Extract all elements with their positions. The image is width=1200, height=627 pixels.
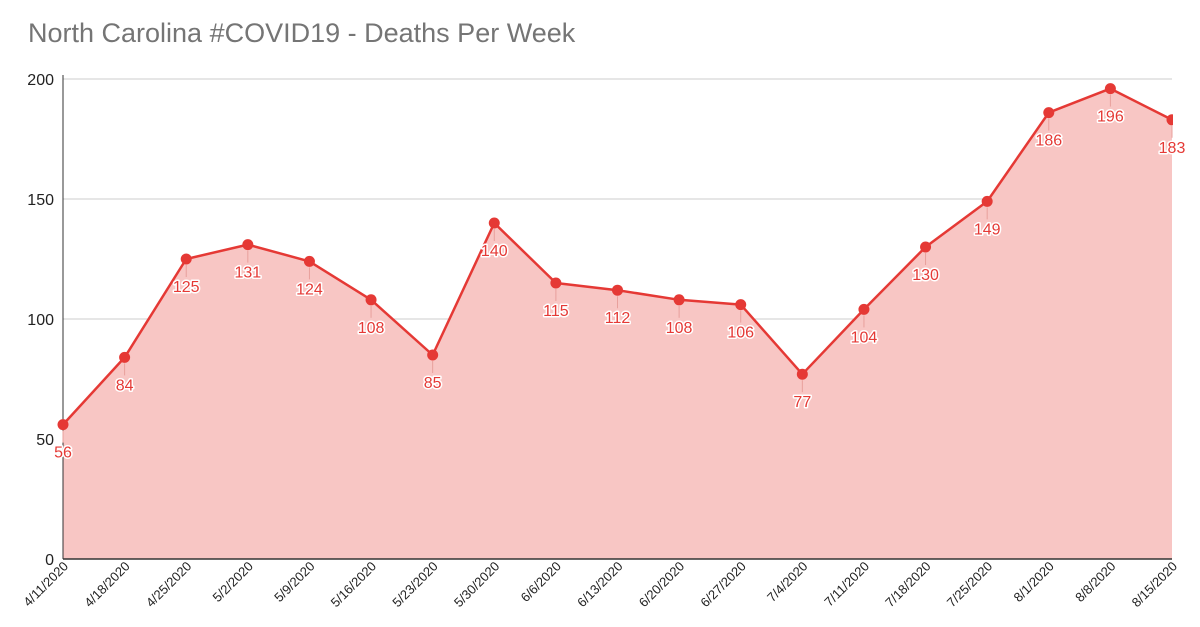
data-label-group: 56 84 125 131 124 108 85 140 115 112 108 106 77 104 13…: [53, 94, 1187, 463]
data-point[interactable]: [57, 419, 69, 431]
data-label: 124: [296, 281, 323, 298]
y-tick-label: 0: [45, 552, 54, 569]
axes: [62, 75, 1172, 560]
data-label: 77: [793, 394, 811, 411]
y-tick-label: 100: [27, 312, 54, 329]
data-point[interactable]: [488, 217, 500, 229]
data-point[interactable]: [242, 239, 254, 251]
data-label: 84: [116, 377, 134, 394]
data-point[interactable]: [673, 294, 685, 306]
data-label: 131: [234, 265, 261, 282]
data-point[interactable]: [303, 255, 315, 267]
x-tick-label: 4/18/2020: [81, 559, 133, 611]
data-label: 112: [605, 310, 631, 327]
data-label: 56: [54, 445, 72, 462]
data-point[interactable]: [981, 195, 993, 207]
y-tick-label: 150: [27, 192, 54, 209]
x-tick-label: 7/11/2020: [821, 559, 872, 610]
data-point[interactable]: [365, 294, 377, 306]
x-tick-label: 5/16/2020: [328, 559, 380, 611]
data-point[interactable]: [1043, 107, 1055, 119]
data-point[interactable]: [427, 349, 439, 361]
data-point[interactable]: [796, 368, 808, 380]
data-label: 149: [974, 221, 1001, 238]
x-tick-label: 8/15/2020: [1129, 559, 1181, 611]
data-label: 108: [666, 320, 693, 337]
data-point[interactable]: [119, 351, 131, 363]
data-label: 115: [543, 303, 569, 320]
data-label: 108: [358, 320, 385, 337]
x-tick-label: 5/2/2020: [210, 559, 256, 605]
x-tick-label: 5/9/2020: [271, 559, 317, 605]
data-label: 130: [912, 267, 939, 284]
x-tick-label: 6/6/2020: [518, 559, 564, 605]
data-label: 140: [481, 243, 508, 260]
data-label: 125: [173, 279, 200, 296]
x-tick-label: 6/13/2020: [574, 559, 626, 611]
data-point[interactable]: [180, 253, 192, 265]
x-tick-label: 7/4/2020: [764, 559, 810, 605]
x-tick-label: 6/20/2020: [636, 559, 688, 611]
y-axis-ticks: 0 50 100 150 200: [27, 72, 54, 569]
x-tick-label: 5/30/2020: [451, 559, 503, 611]
x-tick-label: 7/18/2020: [882, 559, 934, 611]
data-label: 106: [727, 325, 754, 342]
y-tick-label: 200: [27, 72, 54, 89]
data-point-group: [57, 83, 1178, 431]
data-label: 183: [1159, 140, 1186, 157]
data-point[interactable]: [920, 241, 932, 253]
data-point[interactable]: [550, 277, 562, 289]
y-tick-label: 50: [36, 432, 54, 449]
data-point[interactable]: [1104, 83, 1116, 95]
area-fill-group: [63, 88, 1172, 559]
x-axis-ticks: 4/11/2020 4/18/2020 4/25/2020 5/2/2020 5/9/2…: [20, 559, 1180, 611]
x-tick-label: 8/8/2020: [1072, 559, 1118, 605]
x-tick-label: 5/23/2020: [389, 559, 441, 611]
data-label: 196: [1097, 109, 1124, 126]
chart-title: North Carolina #COVID19 - Deaths Per Wee…: [28, 18, 576, 48]
data-point[interactable]: [858, 303, 870, 315]
x-tick-label: 7/25/2020: [944, 559, 996, 611]
x-tick-label: 4/25/2020: [143, 559, 195, 611]
data-point[interactable]: [612, 284, 623, 296]
data-label: 85: [424, 375, 442, 392]
data-point[interactable]: [735, 299, 747, 311]
series-area-fill: [63, 88, 1172, 559]
data-label: 104: [851, 329, 878, 346]
data-point[interactable]: [1166, 114, 1178, 126]
x-tick-label: 6/27/2020: [697, 559, 749, 611]
x-tick-label: 8/1/2020: [1011, 559, 1057, 605]
data-label: 186: [1035, 133, 1062, 150]
